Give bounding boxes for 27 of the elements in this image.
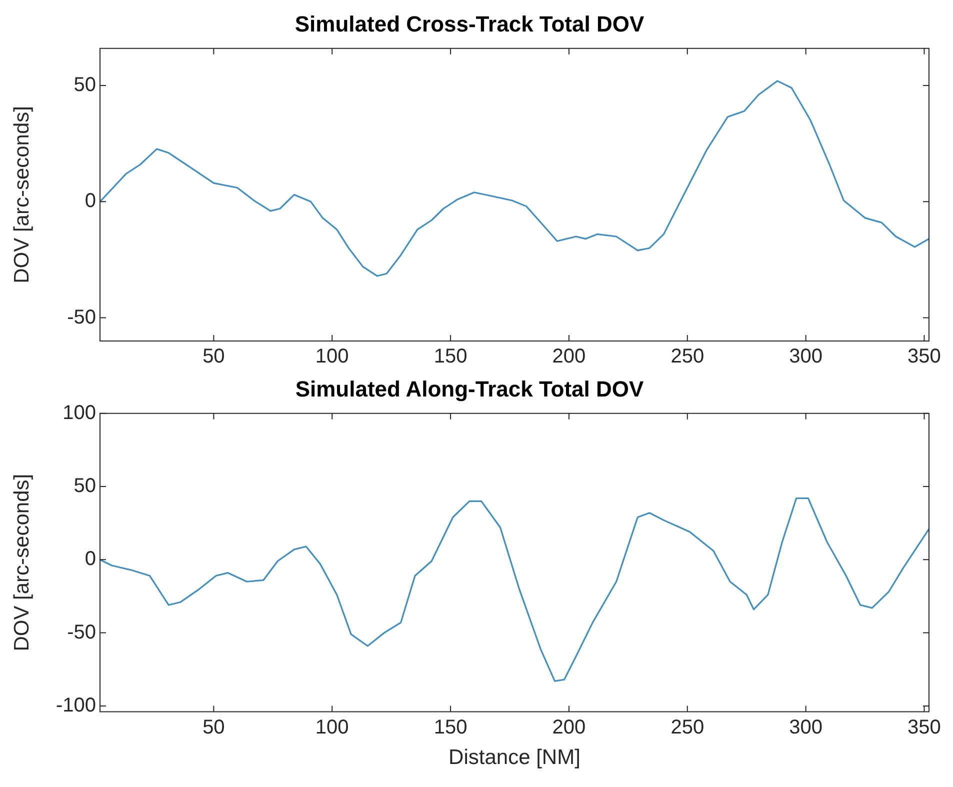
chart-title: Simulated Along-Track Total DOV <box>295 376 644 402</box>
x-tick-label: 100 <box>315 716 349 738</box>
y-tick-label: 0 <box>84 548 96 570</box>
y-tick-label: 50 <box>74 475 96 498</box>
x-tick-label: 250 <box>670 716 704 738</box>
x-tick-label: 300 <box>789 346 822 368</box>
chart-title: Simulated Cross-Track Total DOV <box>294 11 644 36</box>
x-tick-label: 150 <box>434 716 468 738</box>
y-tick-label: -50 <box>67 306 96 328</box>
y-tick-label: -50 <box>67 621 96 644</box>
x-tick-label: 200 <box>552 346 586 368</box>
x-tick-label: 350 <box>908 346 941 368</box>
y-tick-label: 100 <box>62 402 96 424</box>
x-tick-label: 50 <box>202 716 225 738</box>
x-tick-label: 100 <box>315 346 349 368</box>
y-axis-title: DOV [arc-seconds] <box>10 474 34 652</box>
y-tick-label: -100 <box>56 694 96 716</box>
x-tick-label: 200 <box>552 716 586 738</box>
y-axis-title: DOV [arc-seconds] <box>10 106 34 284</box>
x-tick-label: 350 <box>908 716 941 738</box>
y-tick-label: 0 <box>84 190 96 212</box>
x-tick-label: 300 <box>789 716 822 738</box>
y-tick-label: 50 <box>74 74 96 96</box>
x-tick-label: 50 <box>202 346 225 368</box>
x-tick-label: 150 <box>434 346 468 368</box>
x-tick-label: 250 <box>670 346 704 368</box>
x-axis-title: Distance [NM] <box>448 746 580 770</box>
